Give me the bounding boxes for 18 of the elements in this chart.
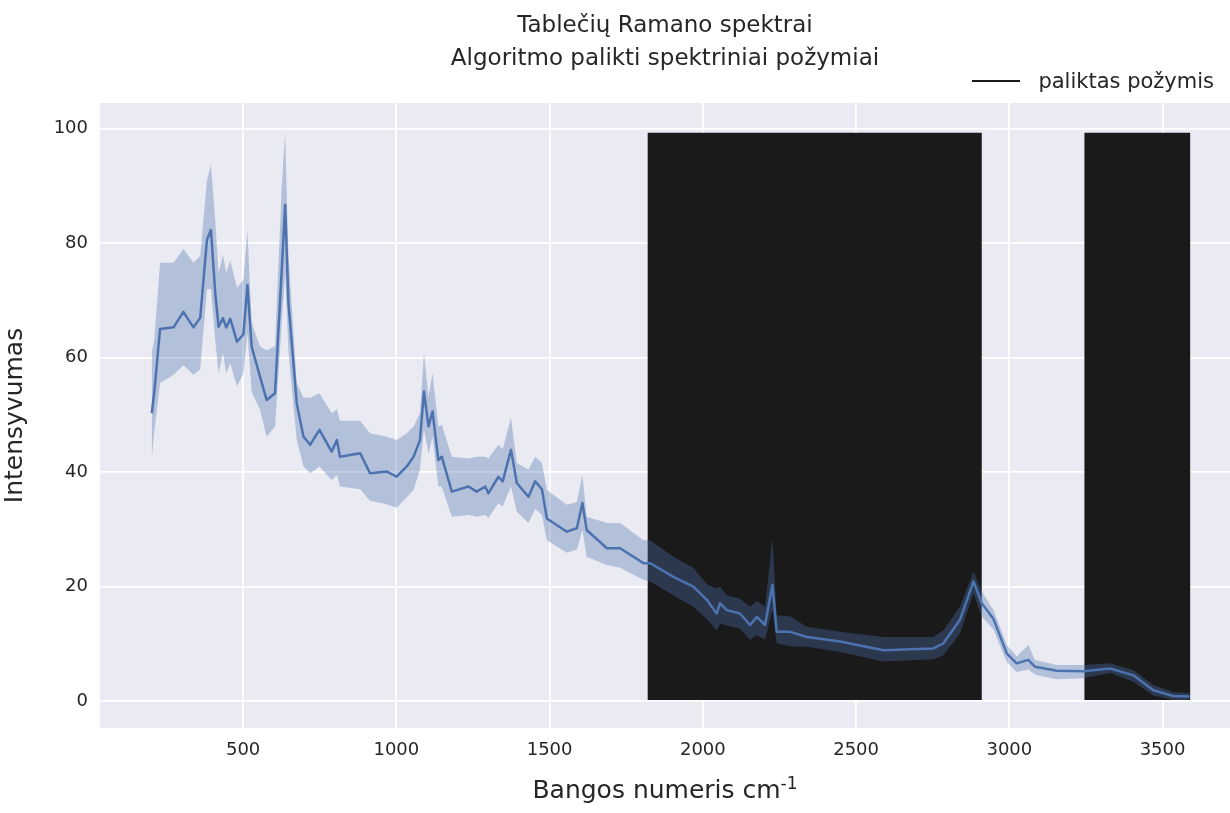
- y-tick-label: 80: [65, 230, 88, 252]
- x-tick-label: 1000: [373, 738, 420, 760]
- y-axis-title: Intensyvumas: [0, 327, 28, 504]
- x-tick-label: 2000: [679, 738, 726, 760]
- x-axis-title: Bangos numeris cm$^{-1}$: [531, 773, 799, 805]
- x-tick-label: 3000: [986, 738, 1033, 760]
- x-tick-label: 1500: [526, 738, 573, 760]
- y-tick-label: 100: [53, 116, 88, 138]
- x-tick-label: 2500: [833, 738, 879, 760]
- legend-label: paliktas požymis: [1038, 69, 1214, 93]
- chart-subtitle: Algoritmo palikti spektriniai požymiai: [450, 44, 880, 70]
- y-tick-label: 20: [65, 574, 88, 596]
- y-tick-label: 60: [65, 345, 88, 367]
- chart-title: Tablečių Ramano spektrai: [516, 10, 814, 39]
- x-tick-label: 3500: [1139, 738, 1186, 760]
- y-tick-label: 40: [65, 459, 88, 481]
- y-tick-label: 0: [76, 688, 88, 710]
- x-tick-label: 500: [225, 738, 261, 760]
